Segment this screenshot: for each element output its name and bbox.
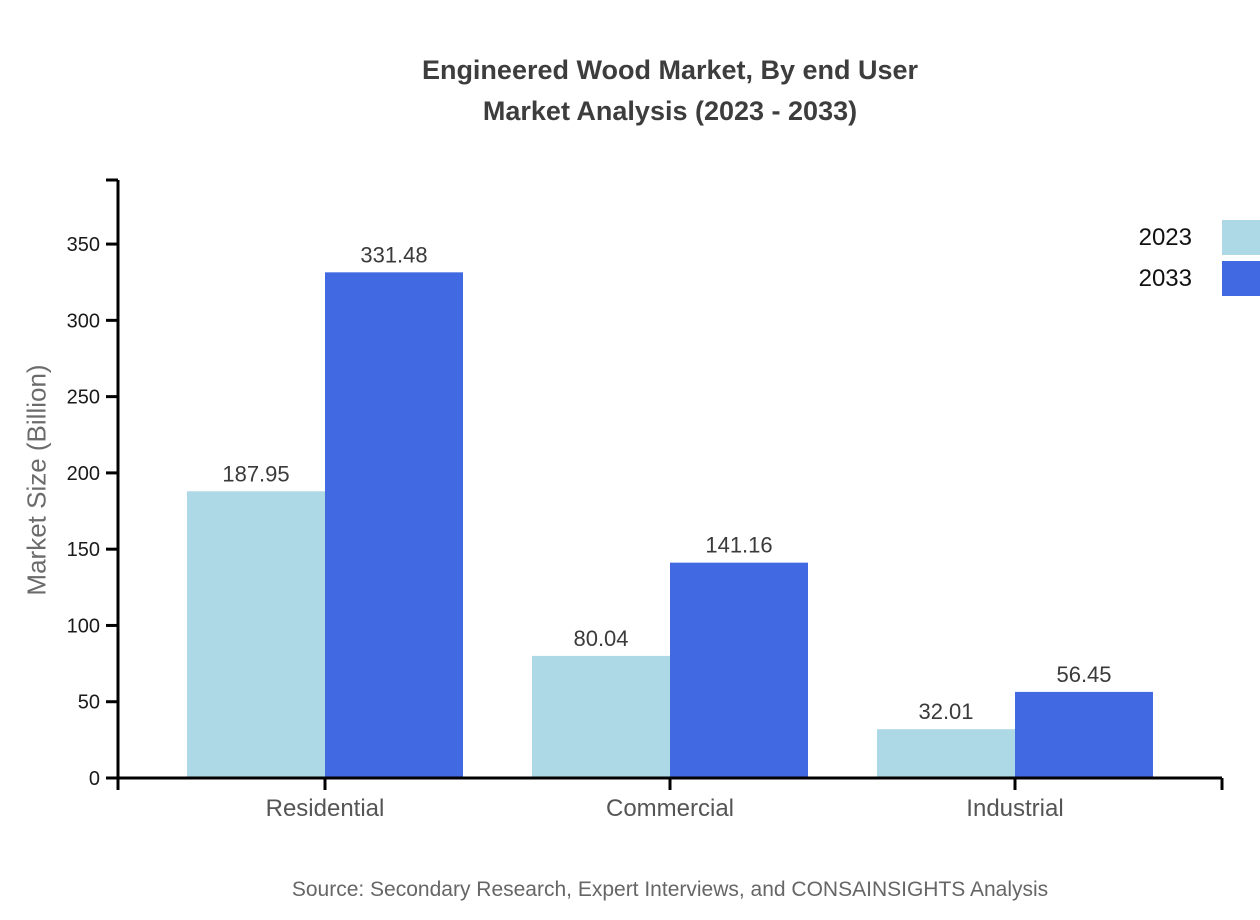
value-label-2033-residential: 331.48 bbox=[360, 242, 427, 267]
value-label-2023-commercial: 80.04 bbox=[573, 626, 628, 651]
source-note: Source: Secondary Research, Expert Inter… bbox=[291, 878, 1049, 901]
legend-label-2023: 2023 bbox=[1138, 223, 1192, 251]
y-tick-label-250: 250 bbox=[67, 387, 100, 409]
legend: 2023 2033 bbox=[1139, 220, 1260, 296]
bar-2023-residential bbox=[187, 491, 325, 778]
x-category-label-industrial: Industrial bbox=[966, 795, 1063, 822]
y-tick-label-0: 0 bbox=[89, 768, 100, 790]
legend-item-2033: 2033 bbox=[1139, 261, 1260, 296]
y-tick-label-350: 350 bbox=[67, 234, 100, 256]
x-category-label-residential: Residential bbox=[266, 795, 385, 822]
y-tick-label-50: 50 bbox=[78, 692, 100, 714]
y-tick-label-150: 150 bbox=[67, 539, 100, 561]
chart-title-line2: Market Analysis (2023 - 2033) bbox=[482, 96, 858, 126]
bar-2033-commercial bbox=[670, 562, 808, 778]
y-tick-label-300: 300 bbox=[67, 310, 100, 332]
value-label-2033-industrial: 56.45 bbox=[1056, 662, 1111, 687]
bar-2023-industrial bbox=[877, 729, 1015, 778]
value-label-2033-commercial: 141.16 bbox=[705, 533, 772, 558]
value-label-2023-residential: 187.95 bbox=[222, 461, 289, 486]
chart-title-line1: Engineered Wood Market, By end User bbox=[421, 55, 919, 85]
legend-label-2033: 2033 bbox=[1138, 264, 1192, 292]
legend-swatch-2023 bbox=[1222, 220, 1260, 255]
y-tick-label-100: 100 bbox=[67, 615, 100, 637]
x-category-label-commercial: Commercial bbox=[606, 795, 734, 822]
legend-swatch-2033 bbox=[1222, 261, 1260, 296]
value-label-2023-industrial: 32.01 bbox=[918, 699, 973, 724]
y-tick-label-200: 200 bbox=[67, 463, 100, 485]
bar-2033-residential bbox=[325, 272, 463, 778]
legend-item-2023: 2023 bbox=[1139, 220, 1260, 255]
bar-2033-industrial bbox=[1015, 691, 1153, 778]
bar-2023-commercial bbox=[532, 655, 670, 778]
chart-title: Engineered Wood Market, By end User Mark… bbox=[118, 50, 1222, 132]
